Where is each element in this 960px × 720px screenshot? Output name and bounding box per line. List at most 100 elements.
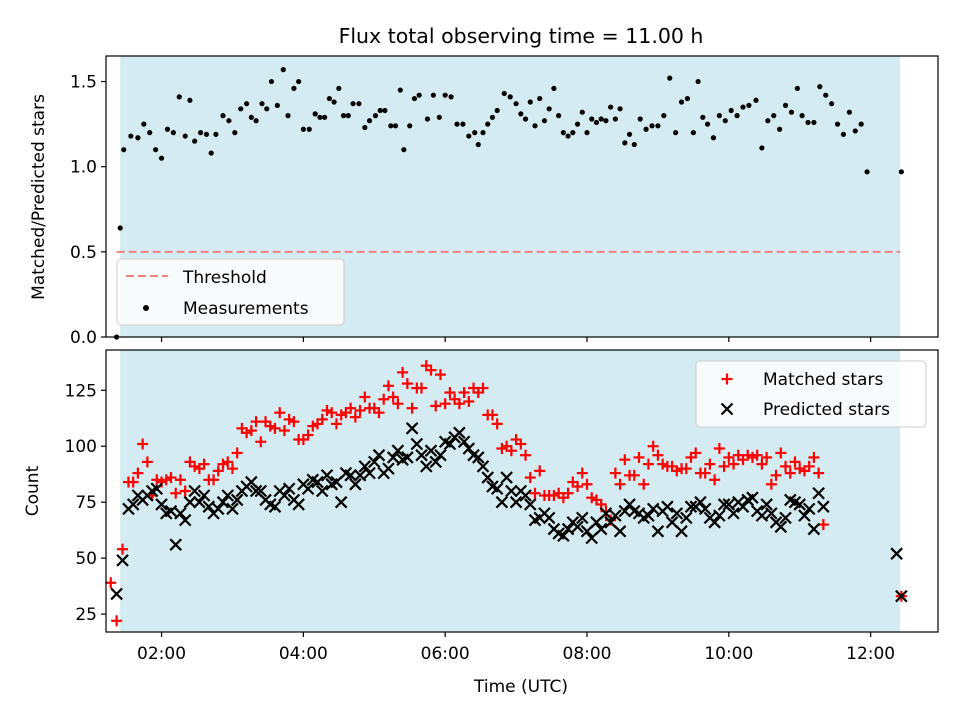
measurement-point (401, 147, 407, 153)
matched-star-point (269, 422, 281, 434)
measurement-point (501, 90, 507, 97)
matched-star-point (699, 467, 711, 479)
measurement-point (661, 113, 667, 119)
predicted-star-point (661, 500, 674, 513)
bottom-legend: Matched stars Predicted stars (695, 360, 927, 428)
measurement-point (300, 126, 306, 132)
predicted-star-point (557, 529, 570, 543)
measurement-point (312, 111, 318, 117)
measurement-point (898, 169, 904, 175)
matched-star-point (704, 458, 716, 470)
measurement-point (722, 118, 728, 124)
matched-star-point (392, 398, 404, 410)
measurement-point (684, 95, 691, 102)
measurement-point (268, 78, 275, 85)
measurement-point (296, 78, 302, 85)
measurement-point (141, 121, 147, 127)
measurement-point (690, 130, 696, 136)
matched-star-point (105, 577, 117, 589)
predicted-star-point (505, 484, 518, 498)
matched-star-point (562, 487, 574, 499)
measurement-point (746, 102, 752, 108)
predicted-star-point (358, 460, 372, 473)
predicted-star-point (249, 484, 263, 498)
predicted-star-point (278, 489, 291, 502)
measurement-point (208, 150, 214, 156)
y-tick-label: 25 (75, 605, 97, 625)
x-axis-label: Time (UTC) (473, 677, 568, 697)
matched-star-point (430, 400, 442, 412)
matched-star-point (647, 440, 659, 452)
measurement-point (192, 138, 198, 144)
matched-star-point (789, 456, 801, 468)
measurement-point (765, 118, 771, 124)
predicted-star-point (509, 495, 523, 509)
measurements-legend-label: Measurements (183, 299, 309, 319)
matched-star-point (117, 543, 129, 555)
measurement-point (442, 92, 448, 98)
measurement-point (416, 92, 422, 98)
measurement-point (248, 114, 254, 120)
measurement-point (388, 123, 394, 129)
predicted-star-point (344, 469, 357, 482)
y-tick-label: 100 (65, 437, 97, 457)
predicted-star-point (722, 498, 736, 511)
predicted-legend-swatch (720, 402, 734, 416)
matched-star-point (406, 402, 418, 414)
bottom-x-ticks: 02:00 04:00 06:00 08:00 10:00 12:00 (137, 632, 895, 664)
measurement-point (740, 104, 746, 110)
predicted-star-point (798, 509, 811, 522)
matched-star-point (770, 469, 782, 481)
measurement-point (631, 141, 637, 148)
measurement-point (170, 130, 176, 136)
matched-legend-marker (721, 373, 733, 385)
y-tick-label: 75 (75, 493, 97, 513)
matched-star-point (515, 438, 527, 450)
predicted-star-point (575, 511, 589, 525)
predicted-star-point (604, 516, 617, 529)
x-tick-label: 04:00 (279, 644, 328, 664)
measurement-point (799, 113, 805, 119)
measurement-point (475, 141, 481, 148)
measurement-point (673, 130, 679, 136)
measurement-point (158, 155, 165, 161)
predicted-star-point (216, 495, 230, 509)
predicted-star-point (665, 516, 679, 529)
predicted-star-point (495, 495, 509, 509)
measurement-point (716, 113, 722, 119)
predicted-star-point (802, 502, 816, 516)
matched-star-point (813, 467, 825, 479)
measurement-point (551, 85, 557, 91)
predicted-star-point (419, 460, 433, 473)
matched-star-point (633, 451, 645, 463)
matched-star-point (765, 478, 777, 490)
predicted-star-point (126, 498, 140, 511)
matched-star-point (614, 478, 626, 490)
predicted-star-point (736, 500, 750, 513)
x-tick-label: 12:00 (846, 644, 895, 664)
measurement-point (546, 106, 552, 112)
predicted-star-point (561, 522, 575, 536)
predicted-legend-label: Predicted stars (763, 400, 890, 420)
measurement-point (153, 147, 159, 153)
measurement-point (232, 130, 238, 136)
measurement-point (728, 107, 734, 114)
measurement-point (264, 106, 270, 112)
matched-star-point (458, 387, 470, 399)
measurement-point (852, 128, 858, 134)
measurement-point (430, 92, 436, 98)
predicted-star-point (694, 495, 707, 509)
matched-star-point (439, 398, 451, 410)
measurement-point (336, 85, 342, 91)
matched-star-point (434, 369, 446, 381)
predicted-star-point (807, 522, 821, 536)
predicted-star-point (116, 554, 129, 567)
matched-star-point (761, 451, 773, 463)
predicted-star-point (268, 500, 282, 513)
predicted-star-point (334, 495, 348, 509)
measurement-point (331, 99, 337, 105)
matched-star-point (572, 481, 584, 493)
matched-star-point (231, 447, 243, 459)
matched-star-point (713, 442, 725, 454)
measurement-point (466, 133, 472, 139)
